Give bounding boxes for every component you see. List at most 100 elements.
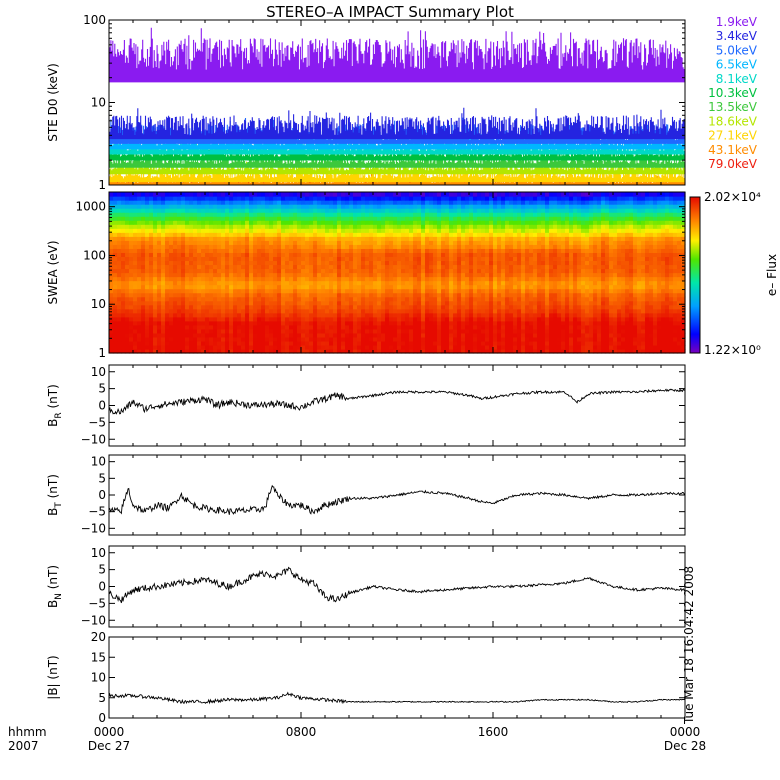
- heatmap-cell: [473, 304, 478, 310]
- heatmap-cell: [213, 224, 218, 229]
- heatmap-cell: [309, 244, 314, 249]
- heatmap-cell: [621, 224, 626, 229]
- heatmap-cell: [597, 332, 602, 338]
- heatmap-cell: [453, 232, 458, 237]
- heatmap-cell: [301, 240, 306, 245]
- heatmap-cell: [681, 256, 686, 262]
- heatmap-cell: [245, 224, 250, 229]
- heatmap-cell: [197, 244, 202, 249]
- heatmap-cell: [577, 216, 582, 221]
- heatmap-cell: [589, 312, 594, 318]
- heatmap-cell: [677, 260, 682, 266]
- heatmap-cell: [621, 272, 626, 278]
- heatmap-cell: [657, 252, 662, 257]
- heatmap-cell: [413, 300, 418, 306]
- heatmap-cell: [633, 252, 638, 257]
- heatmap-cell: [245, 288, 250, 294]
- heatmap-cell: [149, 232, 154, 237]
- heatmap-cell: [625, 236, 630, 241]
- heatmap-cell: [361, 220, 366, 225]
- heatmap-cell: [437, 240, 442, 245]
- heatmap-cell: [341, 300, 346, 306]
- heatmap-cell: [665, 348, 670, 354]
- heatmap-cell: [613, 296, 618, 302]
- heatmap-cell: [393, 280, 398, 286]
- heatmap-cell: [581, 312, 586, 318]
- heatmap-cell: [481, 220, 486, 225]
- heatmap-cell: [129, 348, 134, 354]
- heatmap-cell: [373, 312, 378, 318]
- heatmap-cell: [297, 320, 302, 326]
- heatmap-cell: [297, 340, 302, 346]
- heatmap-cell: [241, 220, 246, 225]
- heatmap-cell: [225, 324, 230, 330]
- heatmap-cell: [461, 252, 466, 257]
- heatmap-cell: [657, 320, 662, 326]
- heatmap-cell: [293, 220, 298, 225]
- heatmap-cell: [489, 324, 494, 330]
- heatmap-cell: [561, 316, 566, 322]
- heatmap-cell: [573, 228, 578, 233]
- heatmap-cell: [457, 292, 462, 298]
- heatmap-cell: [569, 316, 574, 322]
- heatmap-cell: [429, 280, 434, 286]
- heatmap-cell: [477, 340, 482, 346]
- heatmap-cell: [649, 328, 654, 334]
- heatmap-cell: [437, 328, 442, 334]
- heatmap-cell: [453, 276, 458, 282]
- heatmap-cell: [313, 268, 318, 274]
- heatmap-cell: [465, 304, 470, 310]
- heatmap-cell: [177, 248, 182, 253]
- heatmap-cell: [645, 312, 650, 318]
- heatmap-cell: [469, 348, 474, 354]
- heatmap-cell: [205, 312, 210, 318]
- heatmap-cell: [345, 332, 350, 338]
- heatmap-cell: [413, 264, 418, 270]
- heatmap-cell: [125, 316, 130, 322]
- heatmap-cell: [461, 216, 466, 221]
- heatmap-cell: [261, 340, 266, 346]
- heatmap-cell: [217, 336, 222, 342]
- heatmap-cell: [149, 280, 154, 286]
- heatmap-cell: [493, 224, 498, 229]
- heatmap-cell: [281, 348, 286, 354]
- heatmap-cell: [629, 232, 634, 237]
- heatmap-cell: [429, 236, 434, 241]
- heatmap-cell: [557, 332, 562, 338]
- heatmap-cell: [629, 320, 634, 326]
- heatmap-cell: [293, 260, 298, 266]
- heatmap-cell: [285, 292, 290, 298]
- heatmap-cell: [173, 308, 178, 314]
- heatmap-cell: [413, 240, 418, 245]
- heatmap-cell: [637, 216, 642, 221]
- heatmap-cell: [621, 312, 626, 318]
- heatmap-cell: [121, 308, 126, 314]
- heatmap-cell: [109, 344, 114, 350]
- heatmap-cell: [557, 272, 562, 278]
- heatmap-cell: [305, 316, 310, 322]
- heatmap-cell: [365, 268, 370, 274]
- heatmap-cell: [461, 336, 466, 342]
- heatmap-cell: [357, 248, 362, 253]
- heatmap-cell: [585, 232, 590, 237]
- heatmap-cell: [185, 324, 190, 330]
- heatmap-cell: [265, 304, 270, 310]
- heatmap-cell: [465, 244, 470, 249]
- heatmap-cell: [557, 224, 562, 229]
- heatmap-cell: [653, 284, 658, 290]
- heatmap-cell: [277, 296, 282, 302]
- heatmap-cell: [565, 324, 570, 330]
- heatmap-cell: [657, 288, 662, 294]
- heatmap-cell: [645, 224, 650, 229]
- heatmap-cell: [269, 296, 274, 302]
- heatmap-cell: [429, 304, 434, 310]
- heatmap-cell: [497, 240, 502, 245]
- heatmap-cell: [629, 324, 634, 330]
- heatmap-cell: [137, 232, 142, 237]
- heatmap-cell: [405, 340, 410, 346]
- heatmap-cell: [405, 304, 410, 310]
- heatmap-cell: [229, 288, 234, 294]
- heatmap-cell: [229, 300, 234, 306]
- heatmap-cell: [385, 280, 390, 286]
- heatmap-cell: [521, 232, 526, 237]
